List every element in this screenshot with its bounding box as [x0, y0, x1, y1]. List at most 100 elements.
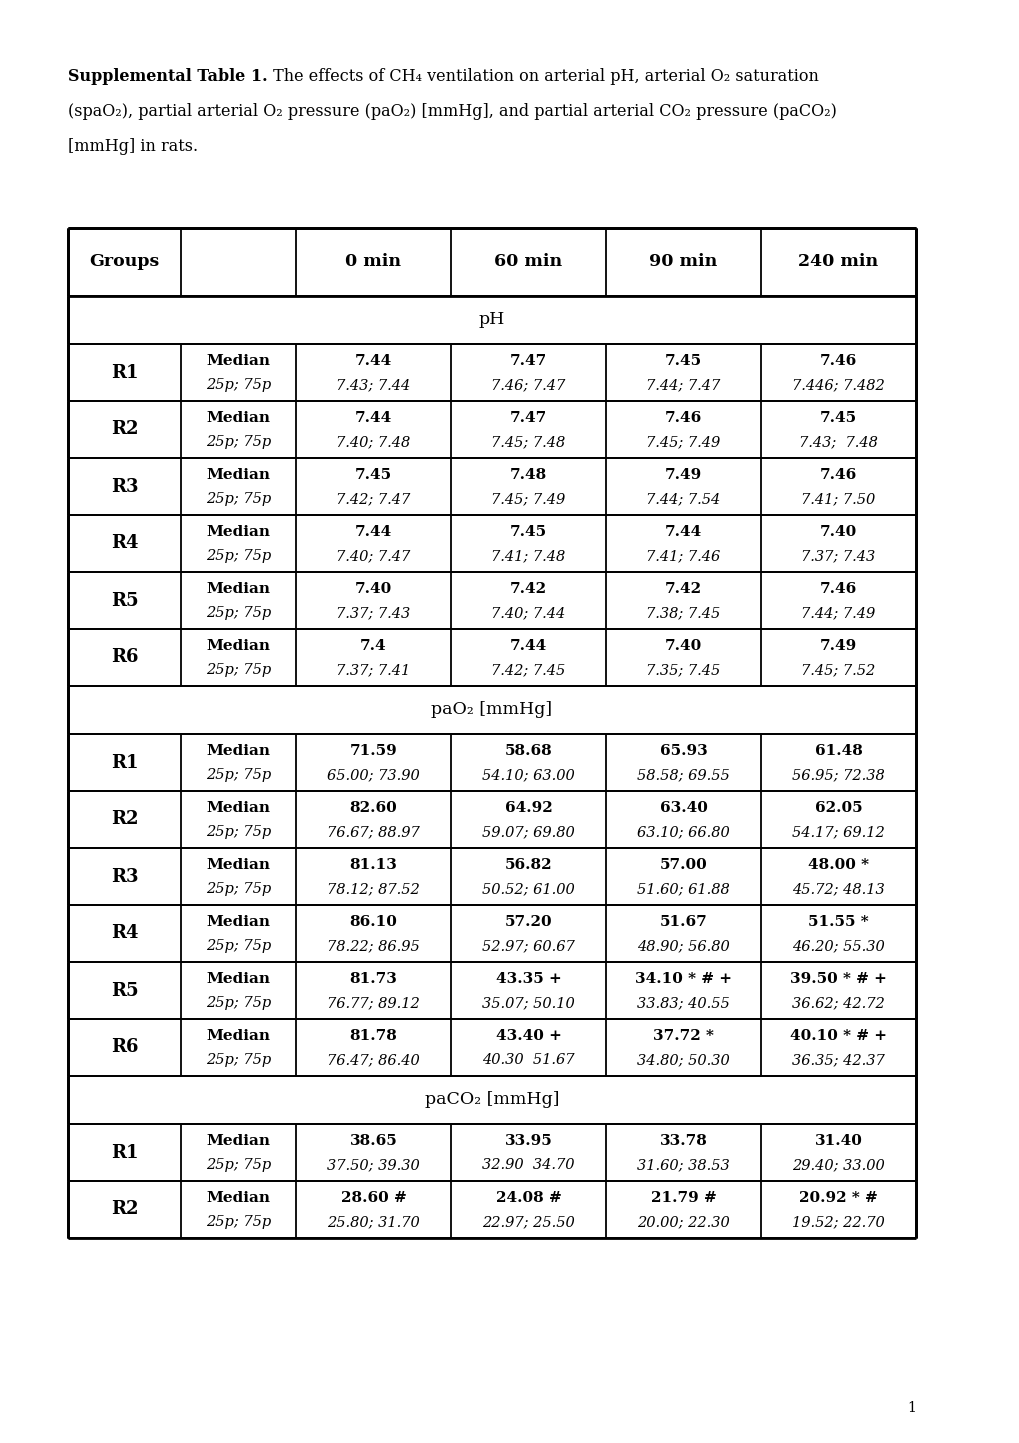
- Text: 34.80; 50.30: 34.80; 50.30: [637, 1053, 730, 1066]
- Text: 58.58; 69.55: 58.58; 69.55: [637, 768, 730, 782]
- Text: R2: R2: [111, 420, 139, 439]
- Text: 86.10: 86.10: [350, 915, 397, 929]
- Text: 40.30  51.67: 40.30 51.67: [482, 1053, 574, 1066]
- Text: paCO₂ [mmHg]: paCO₂ [mmHg]: [424, 1091, 558, 1108]
- Text: Median: Median: [206, 639, 270, 654]
- Text: Median: Median: [206, 915, 270, 929]
- Text: 7.46: 7.46: [819, 354, 856, 368]
- Text: 56.82: 56.82: [504, 859, 551, 872]
- Text: R6: R6: [111, 648, 139, 667]
- Text: The effects of CH₄ ventilation on arterial pH, arterial O₂ saturation: The effects of CH₄ ventilation on arteri…: [267, 68, 817, 85]
- Text: 25p; 75p: 25p; 75p: [206, 606, 271, 620]
- Text: 25p; 75p: 25p; 75p: [206, 1053, 271, 1066]
- Text: Median: Median: [206, 973, 270, 986]
- Text: Median: Median: [206, 745, 270, 758]
- Text: 240 min: 240 min: [798, 254, 877, 270]
- Text: R6: R6: [111, 1039, 139, 1056]
- Text: 7.46: 7.46: [819, 468, 856, 482]
- Text: 45.72; 48.13: 45.72; 48.13: [792, 882, 884, 896]
- Text: 25p; 75p: 25p; 75p: [206, 1215, 271, 1229]
- Text: pH: pH: [478, 312, 504, 329]
- Text: 20.92 * #: 20.92 * #: [798, 1190, 877, 1205]
- Text: 43.35 +: 43.35 +: [495, 973, 560, 986]
- Text: 7.45; 7.49: 7.45; 7.49: [491, 492, 566, 506]
- Text: 7.41; 7.50: 7.41; 7.50: [801, 492, 874, 506]
- Text: 7.45: 7.45: [355, 468, 391, 482]
- Text: 56.95; 72.38: 56.95; 72.38: [792, 768, 884, 782]
- Text: R1: R1: [111, 364, 139, 381]
- Text: 51.55 *: 51.55 *: [807, 915, 868, 929]
- Text: 57.20: 57.20: [504, 915, 551, 929]
- Text: 7.4: 7.4: [360, 639, 386, 654]
- Text: 7.42: 7.42: [510, 582, 546, 596]
- Text: 32.90  34.70: 32.90 34.70: [482, 1159, 574, 1172]
- Text: 7.40; 7.44: 7.40; 7.44: [491, 606, 566, 620]
- Text: 25p; 75p: 25p; 75p: [206, 825, 271, 838]
- Text: 7.41; 7.48: 7.41; 7.48: [491, 548, 566, 563]
- Text: 7.42; 7.45: 7.42; 7.45: [491, 662, 566, 677]
- Text: R1: R1: [111, 1143, 139, 1162]
- Text: 25p; 75p: 25p; 75p: [206, 492, 271, 506]
- Text: 76.77; 89.12: 76.77; 89.12: [327, 996, 420, 1010]
- Text: 7.40: 7.40: [819, 525, 856, 540]
- Text: 7.37; 7.41: 7.37; 7.41: [336, 662, 411, 677]
- Text: 7.43; 7.44: 7.43; 7.44: [336, 378, 411, 392]
- Text: R5: R5: [111, 592, 139, 609]
- Text: 81.73: 81.73: [350, 973, 397, 986]
- Text: 7.42; 7.47: 7.42; 7.47: [336, 492, 411, 506]
- Text: 7.44: 7.44: [664, 525, 701, 540]
- Text: 71.59: 71.59: [350, 745, 397, 758]
- Text: 25p; 75p: 25p; 75p: [206, 1159, 271, 1172]
- Text: 7.45: 7.45: [819, 411, 856, 426]
- Text: 58.68: 58.68: [504, 745, 552, 758]
- Text: 63.10; 66.80: 63.10; 66.80: [637, 825, 730, 838]
- Text: 7.47: 7.47: [510, 354, 546, 368]
- Text: Median: Median: [206, 411, 270, 426]
- Text: [mmHg] in rats.: [mmHg] in rats.: [68, 139, 198, 154]
- Text: 82.60: 82.60: [350, 801, 397, 815]
- Text: 7.46; 7.47: 7.46; 7.47: [491, 378, 566, 392]
- Text: 25p; 75p: 25p; 75p: [206, 768, 271, 782]
- Text: 7.49: 7.49: [664, 468, 701, 482]
- Text: 57.00: 57.00: [659, 859, 707, 872]
- Text: 60 min: 60 min: [494, 254, 562, 270]
- Text: 7.44: 7.44: [355, 525, 391, 540]
- Text: R5: R5: [111, 981, 139, 1000]
- Text: 7.45: 7.45: [510, 525, 546, 540]
- Text: 7.45; 7.52: 7.45; 7.52: [801, 662, 874, 677]
- Text: 20.00; 22.30: 20.00; 22.30: [637, 1215, 730, 1229]
- Text: R2: R2: [111, 1201, 139, 1218]
- Text: 28.60 #: 28.60 #: [340, 1190, 406, 1205]
- Text: 7.43;  7.48: 7.43; 7.48: [798, 434, 877, 449]
- Text: 78.12; 87.52: 78.12; 87.52: [327, 882, 420, 896]
- Text: 7.37; 7.43: 7.37; 7.43: [801, 548, 874, 563]
- Text: 25p; 75p: 25p; 75p: [206, 662, 271, 677]
- Text: 7.40; 7.48: 7.40; 7.48: [336, 434, 411, 449]
- Text: 90 min: 90 min: [649, 254, 717, 270]
- Text: 76.67; 88.97: 76.67; 88.97: [327, 825, 420, 838]
- Text: 7.47: 7.47: [510, 411, 546, 426]
- Text: 7.44: 7.44: [510, 639, 546, 654]
- Text: 64.92: 64.92: [504, 801, 552, 815]
- Text: 76.47; 86.40: 76.47; 86.40: [327, 1053, 420, 1066]
- Text: Median: Median: [206, 468, 270, 482]
- Text: 48.90; 56.80: 48.90; 56.80: [637, 939, 730, 952]
- Text: 54.10; 63.00: 54.10; 63.00: [482, 768, 575, 782]
- Text: R4: R4: [111, 534, 139, 553]
- Text: 62.05: 62.05: [814, 801, 861, 815]
- Text: 25p; 75p: 25p; 75p: [206, 882, 271, 896]
- Text: 48.00 *: 48.00 *: [807, 859, 868, 872]
- Text: 0 min: 0 min: [345, 254, 401, 270]
- Text: 34.10 * # +: 34.10 * # +: [635, 973, 732, 986]
- Text: 1: 1: [906, 1401, 915, 1416]
- Text: 37.72 *: 37.72 *: [652, 1029, 713, 1043]
- Text: 25p; 75p: 25p; 75p: [206, 548, 271, 563]
- Text: 7.40: 7.40: [355, 582, 391, 596]
- Text: 7.40; 7.47: 7.40; 7.47: [336, 548, 411, 563]
- Text: 19.52; 22.70: 19.52; 22.70: [792, 1215, 884, 1229]
- Text: 7.45; 7.49: 7.45; 7.49: [646, 434, 719, 449]
- Text: 7.38; 7.45: 7.38; 7.45: [646, 606, 719, 620]
- Text: 7.40: 7.40: [664, 639, 701, 654]
- Text: 38.65: 38.65: [350, 1134, 397, 1149]
- Text: 33.83; 40.55: 33.83; 40.55: [637, 996, 730, 1010]
